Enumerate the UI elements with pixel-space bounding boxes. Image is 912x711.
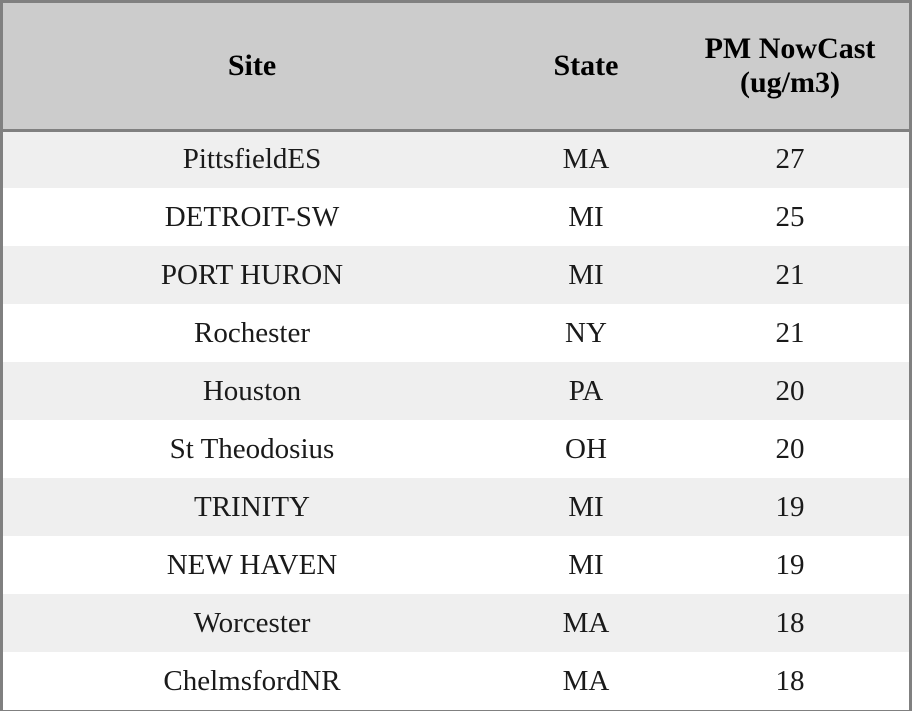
cell-site: St Theodosius (169, 432, 335, 465)
column-header-site: Site (3, 3, 501, 132)
cell-value: 19 (775, 548, 805, 581)
cell-state: PA (568, 374, 604, 407)
cell-value: 21 (775, 316, 805, 349)
cell-state: OH (565, 432, 607, 465)
table-row: ChelmsfordNR MA 18 (3, 652, 909, 710)
cell-state: MA (562, 664, 610, 697)
cell-state: MA (562, 143, 610, 176)
cell-state: NY (565, 316, 607, 349)
cell-value: 18 (775, 606, 805, 639)
cell-site: NEW HAVEN (166, 548, 338, 581)
table-row: TRINITY MI 19 (3, 478, 909, 536)
cell-value: 21 (775, 258, 805, 291)
cell-site: DETROIT-SW (164, 200, 340, 233)
table-row: PittsfieldES MA 27 (3, 130, 909, 188)
column-header-pm-nowcast: PM NowCast (ug/m3) (671, 3, 909, 132)
cell-state: MI (568, 548, 604, 581)
table-row: NEW HAVEN MI 19 (3, 536, 909, 594)
cell-site: PittsfieldES (182, 143, 322, 176)
table-row: Houston PA 20 (3, 362, 909, 420)
cell-state: MI (568, 258, 604, 291)
table-body: PittsfieldES MA 27 DETROIT-SW MI 25 PORT… (3, 130, 909, 710)
cell-state: MA (562, 606, 610, 639)
cell-value: 25 (775, 200, 805, 233)
cell-site: Houston (202, 374, 302, 407)
cell-value: 20 (775, 432, 805, 465)
table-header: Site State PM NowCast (ug/m3) (3, 3, 909, 132)
pm-nowcast-table: Site State PM NowCast (ug/m3) Pittsfield… (3, 3, 909, 710)
cell-state: MI (568, 200, 604, 233)
table-row: DETROIT-SW MI 25 (3, 188, 909, 246)
cell-site: TRINITY (194, 490, 310, 523)
column-header-state: State (501, 3, 671, 132)
cell-value: 27 (775, 143, 805, 176)
cell-value: 18 (775, 664, 805, 697)
cell-site: Rochester (194, 316, 310, 349)
table-row: Rochester NY 21 (3, 304, 909, 362)
header-row: Site State PM NowCast (ug/m3) (3, 3, 909, 132)
table-row: PORT HURON MI 21 (3, 246, 909, 304)
cell-value: 19 (775, 490, 805, 523)
cell-value: 20 (775, 374, 805, 407)
cell-site: PORT HURON (160, 258, 344, 291)
cell-site: ChelmsfordNR (163, 664, 341, 697)
table-row: Worcester MA 18 (3, 594, 909, 652)
table-row: St Theodosius OH 20 (3, 420, 909, 478)
cell-site: Worcester (193, 606, 311, 639)
cell-state: MI (568, 490, 604, 523)
